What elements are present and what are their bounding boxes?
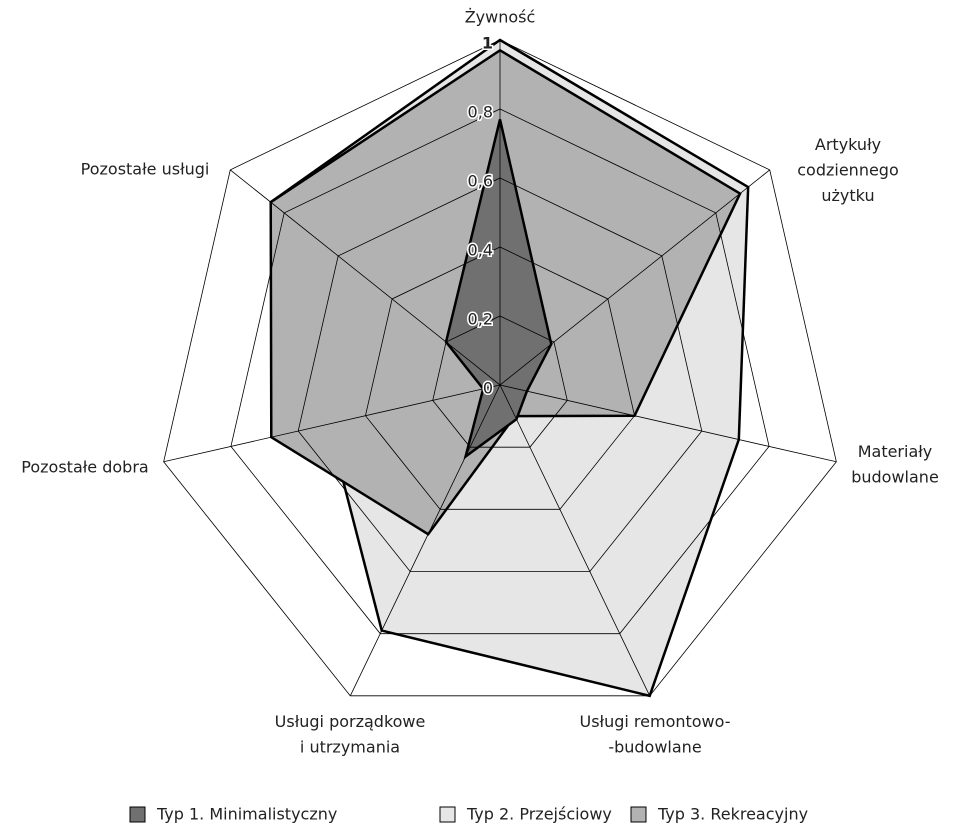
spoke <box>499 384 837 463</box>
category-label: Pozostałe usługi <box>81 160 210 179</box>
legend-label: Typ 1. Minimalistyczny <box>156 805 337 824</box>
spoke <box>499 384 651 697</box>
legend-label: Typ 3. Rekreacyjny <box>657 805 808 824</box>
legend-swatch <box>439 806 456 823</box>
legend-label: Typ 2. Przejściowy <box>466 805 612 824</box>
tick-label: 0,8 <box>468 103 493 122</box>
spoke <box>349 384 501 697</box>
grid-ring <box>297 177 703 572</box>
grid-ring <box>365 246 635 510</box>
grid-ring <box>432 315 568 448</box>
grid-ring <box>230 108 770 635</box>
tick-label: 0 <box>483 379 493 398</box>
tick-label: 0,4 <box>468 241 493 260</box>
category-label: Materiały budowlane <box>851 442 939 487</box>
category-label: Artykuły codziennego użytku <box>797 135 899 205</box>
category-label: Pozostałe dobra <box>21 458 148 477</box>
category-label: Usługi remontowo--budowlane <box>579 712 730 757</box>
category-label: Żywność <box>465 8 536 27</box>
category-label: Usługi porządkowe i utrzymania <box>275 712 426 757</box>
spoke <box>163 384 501 463</box>
legend-swatch <box>630 806 647 823</box>
spoke <box>230 169 501 386</box>
tick-label: 0,2 <box>468 310 493 329</box>
tick-label: 0,6 <box>468 172 493 191</box>
legend-swatch <box>129 806 146 823</box>
tick-label: 1 <box>482 34 493 53</box>
spoke <box>499 169 770 386</box>
grid-ring <box>163 39 837 697</box>
series-area <box>444 119 553 460</box>
